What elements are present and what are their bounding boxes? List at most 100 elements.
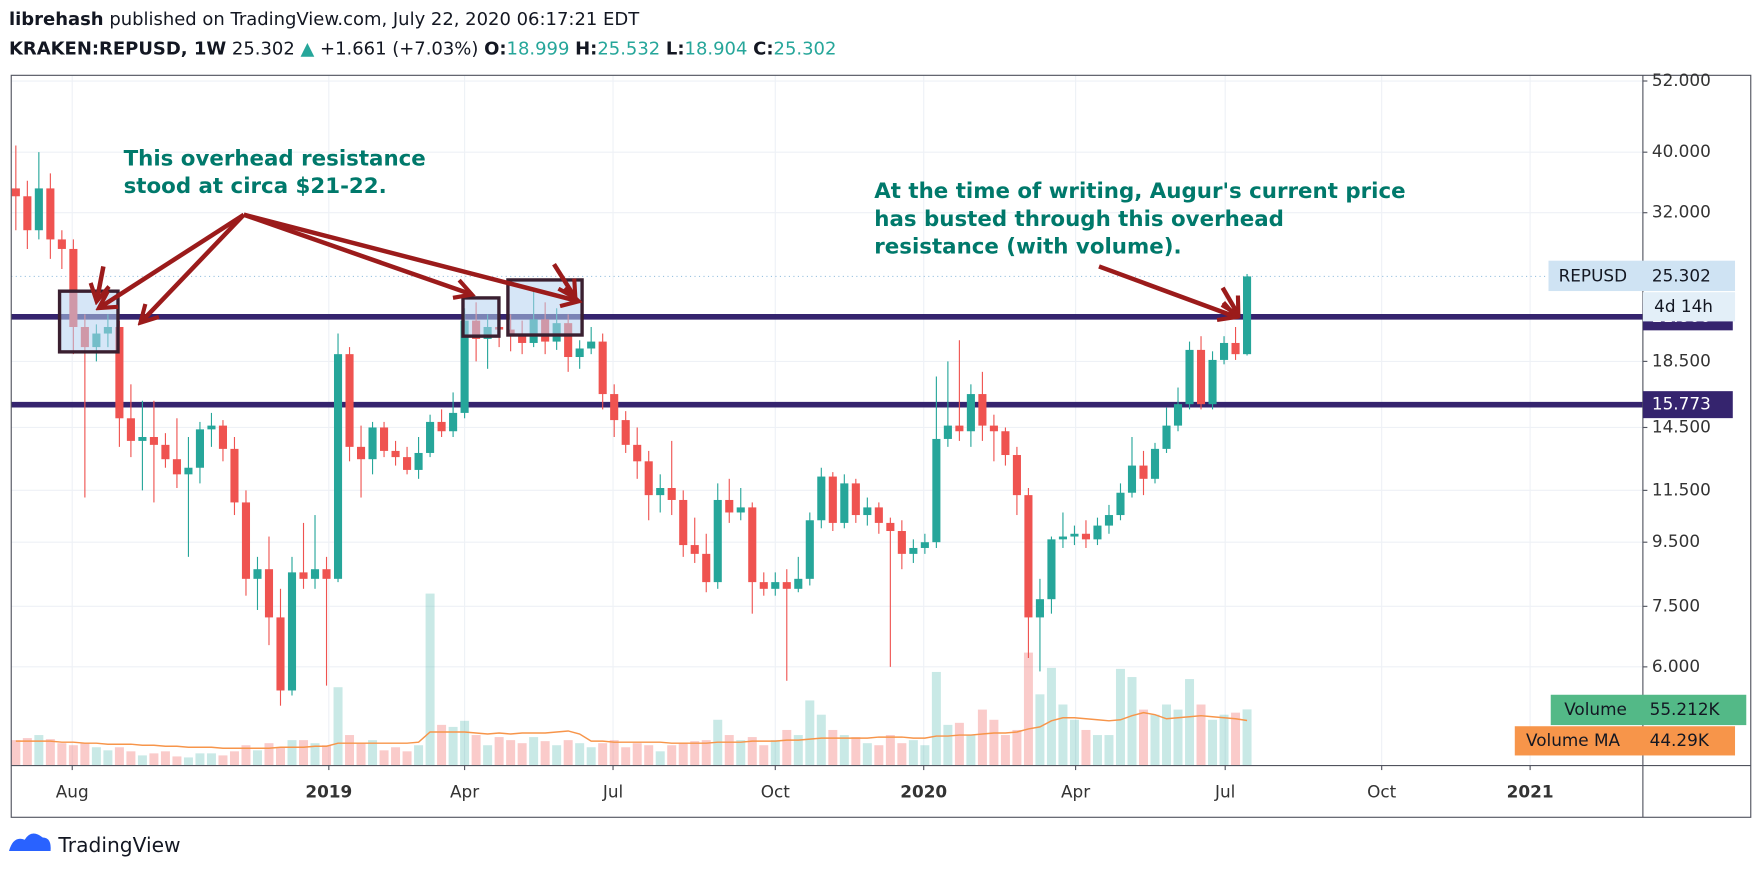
- volume-ma-tag: [1514, 726, 1736, 756]
- candle-body: [1070, 533, 1079, 537]
- candle-body: [920, 542, 929, 548]
- highlight-box: [461, 296, 501, 338]
- candle-body: [1127, 465, 1137, 493]
- volume-bar: [379, 750, 389, 766]
- volume-bar: [540, 741, 550, 766]
- candle-body: [1231, 342, 1240, 355]
- volume-bar: [425, 593, 435, 766]
- annotation-shapes: [57, 212, 1239, 354]
- y-tick-label: 11.500: [1652, 479, 1711, 499]
- volume-bar: [667, 745, 677, 766]
- candle-body: [46, 188, 55, 240]
- x-tick-label: Jul: [602, 782, 623, 802]
- arrows: [97, 212, 1239, 323]
- candle-body: [1208, 359, 1217, 405]
- arrow: [99, 212, 246, 308]
- volume-bar: [1127, 677, 1137, 766]
- ohlc-label: C:: [753, 38, 773, 59]
- candle-body: [276, 617, 285, 691]
- volume-bar: [172, 756, 182, 766]
- volume-bar: [874, 745, 884, 766]
- candle-body: [794, 578, 803, 589]
- candle-body: [184, 467, 193, 475]
- volume-bar: [149, 753, 159, 766]
- candle-body: [633, 444, 642, 462]
- ohlc-label: L:: [666, 38, 685, 59]
- volume-ma-line: [15, 711, 1248, 750]
- candle-body: [126, 418, 135, 441]
- volume-bar: [368, 740, 378, 766]
- y-tick-label: 18.500: [1652, 350, 1711, 370]
- volume-bar: [1162, 704, 1172, 766]
- candle-body: [299, 572, 308, 579]
- volume-bar: [1000, 735, 1010, 766]
- candle-body: [1058, 536, 1067, 540]
- volume-bar: [471, 735, 481, 766]
- x-tick-label: 2019: [305, 782, 352, 802]
- candle-body: [943, 425, 952, 439]
- volume-bar: [678, 743, 688, 766]
- volume-bar: [506, 740, 516, 766]
- candle-body: [863, 507, 872, 516]
- candle-body: [610, 394, 619, 421]
- volume-bar: [621, 747, 631, 766]
- volume-bar: [91, 747, 101, 766]
- candle-body: [966, 394, 975, 432]
- x-tick-label: Oct: [761, 782, 791, 802]
- annotation-line: stood at circa $21-22.: [124, 174, 387, 199]
- volume-bar: [586, 747, 596, 766]
- candle-body: [840, 483, 849, 523]
- volume-bar: [356, 743, 366, 766]
- volume-bar: [632, 743, 642, 766]
- volume-pane: [11, 593, 1252, 766]
- arrow: [140, 213, 246, 323]
- candle-body: [817, 476, 826, 521]
- candle-body: [1093, 525, 1102, 540]
- symbol: KRAKEN:REPUSD, 1W: [9, 38, 226, 59]
- volume-bar: [1115, 668, 1125, 766]
- candle-body: [725, 499, 734, 513]
- volume-bar: [1185, 679, 1195, 766]
- candle-body: [1185, 349, 1194, 405]
- volume-bar: [183, 757, 193, 766]
- volume-bar: [137, 755, 147, 766]
- volume-bar: [114, 747, 124, 766]
- price-tag-name: REPUSD: [1559, 265, 1627, 285]
- annotation-line: This overhead resistance: [124, 147, 426, 172]
- volume-bar: [839, 735, 849, 766]
- candle-body: [667, 488, 676, 500]
- levels: [11, 275, 1643, 408]
- volume-bar: [448, 726, 458, 766]
- volume-bar: [931, 671, 941, 766]
- volume-bar: [885, 735, 895, 766]
- annotation-line: has busted through this overhead: [874, 207, 1284, 232]
- y-tick-label: 52.000: [1652, 70, 1711, 90]
- candle-body: [713, 499, 722, 583]
- brand: TradingView: [57, 833, 180, 857]
- candle-body: [1243, 276, 1252, 355]
- change-arrow: ▲: [300, 38, 314, 59]
- volume-bar: [655, 751, 665, 766]
- level-tag-label: 15.773: [1652, 394, 1711, 414]
- candle-body: [241, 502, 251, 579]
- volume-bar: [264, 743, 274, 766]
- candle-body: [621, 420, 630, 445]
- candle-body: [748, 507, 757, 583]
- open-value: 18.999: [507, 38, 570, 59]
- candle-body: [587, 341, 596, 349]
- high-value: 25.532: [597, 38, 660, 59]
- candle-body: [69, 248, 78, 327]
- candle-body: [322, 569, 331, 579]
- volume-bar: [287, 740, 297, 766]
- candle-body: [909, 547, 918, 554]
- candle-body: [195, 429, 204, 468]
- volume-bar: [517, 743, 527, 766]
- volume-bar: [989, 719, 999, 766]
- close-value: 25.302: [774, 38, 837, 59]
- volume-bar: [103, 750, 113, 766]
- candle-body: [886, 522, 895, 532]
- candle-body: [115, 326, 124, 419]
- level-tag: [1642, 391, 1733, 419]
